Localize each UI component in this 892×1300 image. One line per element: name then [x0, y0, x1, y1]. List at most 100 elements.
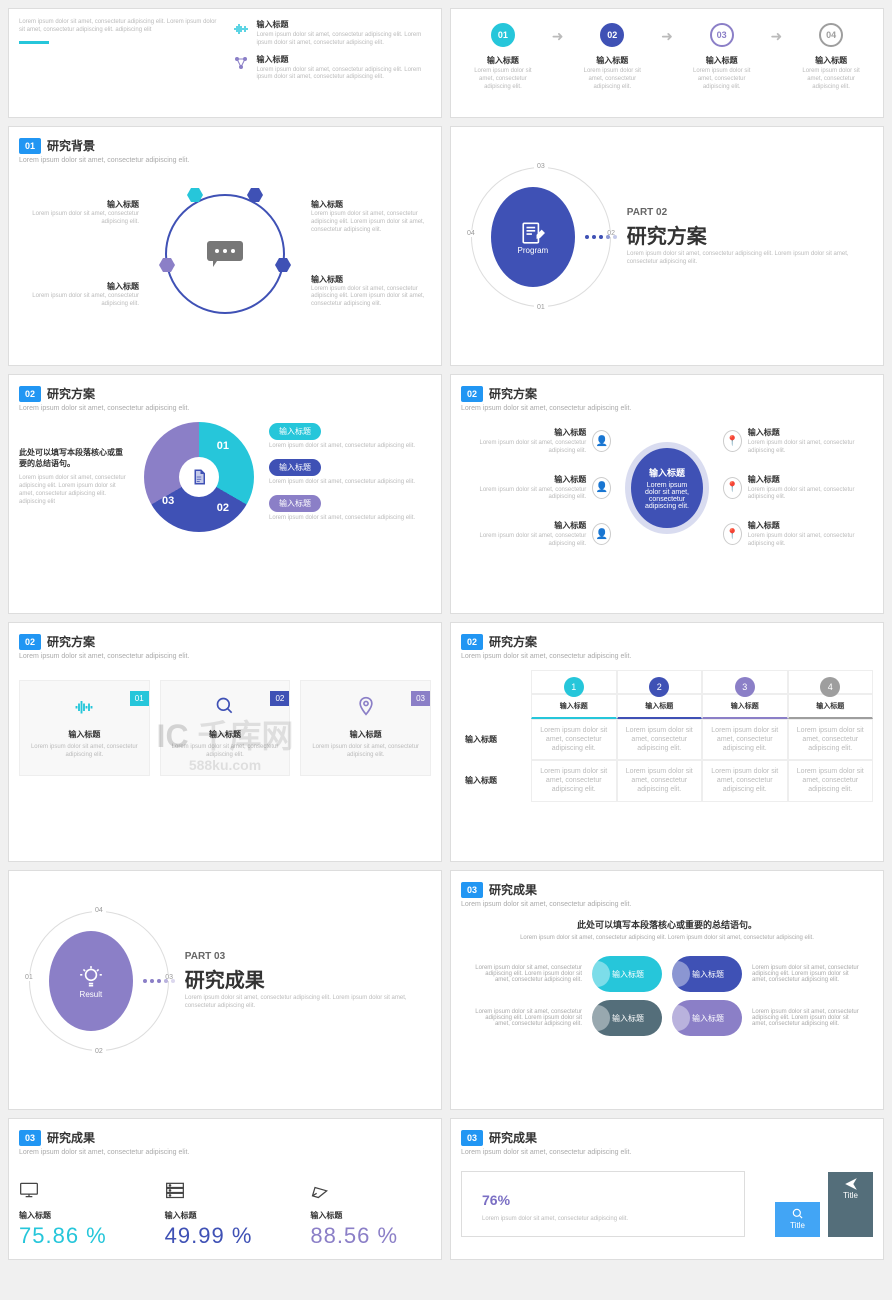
section-title: 研究成果 [47, 1129, 95, 1146]
circle-label: 输入标题Lorem ipsum dolor sit amet, consecte… [19, 199, 139, 227]
lightbulb-icon [78, 964, 104, 990]
process-step: 01 输入标题 Lorem ipsum dolor sit amet, cons… [468, 23, 538, 91]
part-text: PART 03 研究成果 Lorem ipsum dolor sit amet,… [185, 951, 431, 1011]
chat-icon [205, 239, 245, 269]
slide-process: 01 输入标题 Lorem ipsum dolor sit amet, cons… [450, 8, 884, 118]
section-badge: 03 [461, 1130, 483, 1146]
pen-icon [310, 1181, 431, 1204]
edit-icon [520, 220, 546, 246]
info-card: 03 输入标题 Lorem ipsum dolor sit amet, cons… [300, 680, 431, 776]
stat-block: 输入标题 75.86 % [19, 1181, 140, 1249]
slide-table: 02研究方案 Lorem ipsum dolor sit amet, conse… [450, 622, 884, 862]
circle-label: 输入标题Lorem ipsum dolor sit amet, consecte… [19, 281, 139, 309]
hex-node [187, 188, 203, 202]
petal-shape: 输入标题 [592, 956, 662, 992]
person-icon: 👤 [592, 477, 611, 499]
slide-pie: 02研究方案 Lorem ipsum dolor sit amet, conse… [8, 374, 442, 614]
slide-petals: 03研究成果 Lorem ipsum dolor sit amet, conse… [450, 870, 884, 1110]
arrow-icon: ➜ [771, 28, 783, 45]
section-badge: 03 [19, 1130, 41, 1146]
stat-value: 75.86 % [19, 1223, 140, 1249]
info-card: 01 输入标题 Lorem ipsum dolor sit amet, cons… [19, 680, 150, 776]
hex-node [159, 258, 175, 272]
petal-shape: 输入标题 [672, 1000, 742, 1036]
section-badge: 02 [19, 386, 41, 402]
hub-center: 输入标题 Lorem ipsum dolor sit amet, consect… [631, 448, 702, 528]
bar-chart: Title Title [775, 1172, 873, 1237]
arrow-icon: ➜ [661, 28, 673, 45]
hex-node [275, 258, 291, 272]
stat-block: 输入标题 88.56 % [310, 1181, 431, 1249]
part-circle: Program [491, 187, 575, 287]
slide-part-02: 03 01 04 02 Program PART 02 研究方案 Lorem i… [450, 126, 884, 366]
hub-right-column: 📍输入标题Lorem ipsum dolor sit amet, consect… [723, 427, 873, 549]
item-lorem: Lorem ipsum dolor sit amet, consectetur … [257, 67, 432, 83]
arrow-icon: ➜ [552, 28, 564, 45]
nodes-icon [233, 54, 249, 72]
step-circle: 01 [491, 23, 515, 47]
monitor-icon [19, 1181, 140, 1204]
section-subtitle: Lorem ipsum dolor sit amet, consectetur … [19, 157, 431, 164]
part-text: PART 02 研究方案 Lorem ipsum dolor sit amet,… [627, 207, 873, 267]
table-row: 输入标题 Lorem ipsum dolor sit amet, consect… [461, 760, 873, 801]
item-title: 输入标题 [257, 19, 432, 30]
hub-left-column: 输入标题Lorem ipsum dolor sit amet, consecte… [461, 427, 611, 549]
part-circle: Result [49, 931, 133, 1031]
circle-label: 输入标题Lorem ipsum dolor sit amet, consecte… [311, 199, 431, 234]
section-badge: 02 [19, 634, 41, 650]
section-badge: 01 [19, 138, 41, 154]
item-title: 输入标题 [257, 54, 432, 65]
document-icon [179, 457, 219, 497]
stat-block: 输入标题 49.99 % [165, 1181, 286, 1249]
underline-accent [19, 41, 49, 44]
section-badge: 03 [461, 882, 483, 898]
chart-bar: Title [828, 1172, 873, 1237]
petal-shape: 输入标题 [592, 1000, 662, 1036]
item-lorem: Lorem ipsum dolor sit amet, consectetur … [257, 32, 432, 48]
pie-labels: 输入标题Lorem ipsum dolor sit amet, consecte… [269, 423, 415, 530]
stat-value: 49.99 % [165, 1223, 286, 1249]
slide-part-03: 04 02 01 03 Result PART 03 研究成果 Lorem ip… [8, 870, 442, 1110]
comparison-table: 1 2 3 4 输入标题 输入标题 输入标题 输入标题 输入标题 Lorem i… [461, 670, 873, 802]
table-row: 输入标题 Lorem ipsum dolor sit amet, consect… [461, 719, 873, 760]
section-title: 研究方案 [489, 385, 537, 402]
wave-icon [30, 696, 139, 721]
slide-intro-left: Lorem ipsum dolor sit amet, consectetur … [8, 8, 442, 118]
slide-grid: Lorem ipsum dolor sit amet, consectetur … [0, 0, 892, 1268]
section-title: 研究方案 [47, 385, 95, 402]
circle-label: 输入标题Lorem ipsum dolor sit amet, consecte… [311, 274, 431, 309]
slide-background: 01研究背景 Lorem ipsum dolor sit amet, conse… [8, 126, 442, 366]
pin-icon: 📍 [723, 477, 742, 499]
process-step: 04 输入标题 Lorem ipsum dolor sit amet, cons… [796, 23, 866, 91]
person-icon: 👤 [592, 523, 611, 545]
section-badge: 02 [461, 634, 483, 650]
step-circle: 02 [600, 23, 624, 47]
pin-icon: 📍 [723, 430, 742, 452]
pin-icon [311, 696, 420, 721]
section-badge: 02 [461, 386, 483, 402]
info-card: 02 输入标题 Lorem ipsum dolor sit amet, cons… [160, 680, 291, 776]
percent-value: 76% [482, 1184, 724, 1212]
intro-lorem: Lorem ipsum dolor sit amet, consectetur … [19, 19, 218, 35]
server-icon [165, 1181, 286, 1204]
section-title: 研究成果 [489, 881, 537, 898]
pie-chart: 01 02 03 [144, 422, 254, 532]
process-step: 03 输入标题 Lorem ipsum dolor sit amet, cons… [687, 23, 757, 91]
stat-value: 88.56 % [310, 1223, 431, 1249]
slide-cards: 02研究方案 Lorem ipsum dolor sit amet, conse… [8, 622, 442, 862]
slide-stats: 03研究成果 Lorem ipsum dolor sit amet, conse… [8, 1118, 442, 1260]
person-icon: 👤 [592, 430, 611, 452]
step-circle: 03 [710, 23, 734, 47]
section-title: 研究方案 [489, 633, 537, 650]
search-icon [171, 696, 280, 721]
petal-shape: 输入标题 [672, 956, 742, 992]
hex-node [247, 188, 263, 202]
send-icon [844, 1177, 858, 1191]
wave-icon [233, 19, 249, 37]
slide-percent-bars: 03研究成果 Lorem ipsum dolor sit amet, conse… [450, 1118, 884, 1260]
section-title: 研究方案 [47, 633, 95, 650]
slide-hub: 02研究方案 Lorem ipsum dolor sit amet, conse… [450, 374, 884, 614]
pin-icon: 📍 [723, 523, 742, 545]
process-step: 02 输入标题 Lorem ipsum dolor sit amet, cons… [577, 23, 647, 91]
petal-header: 此处可以填写本段落核心或重要的总结语句。 [461, 918, 873, 931]
